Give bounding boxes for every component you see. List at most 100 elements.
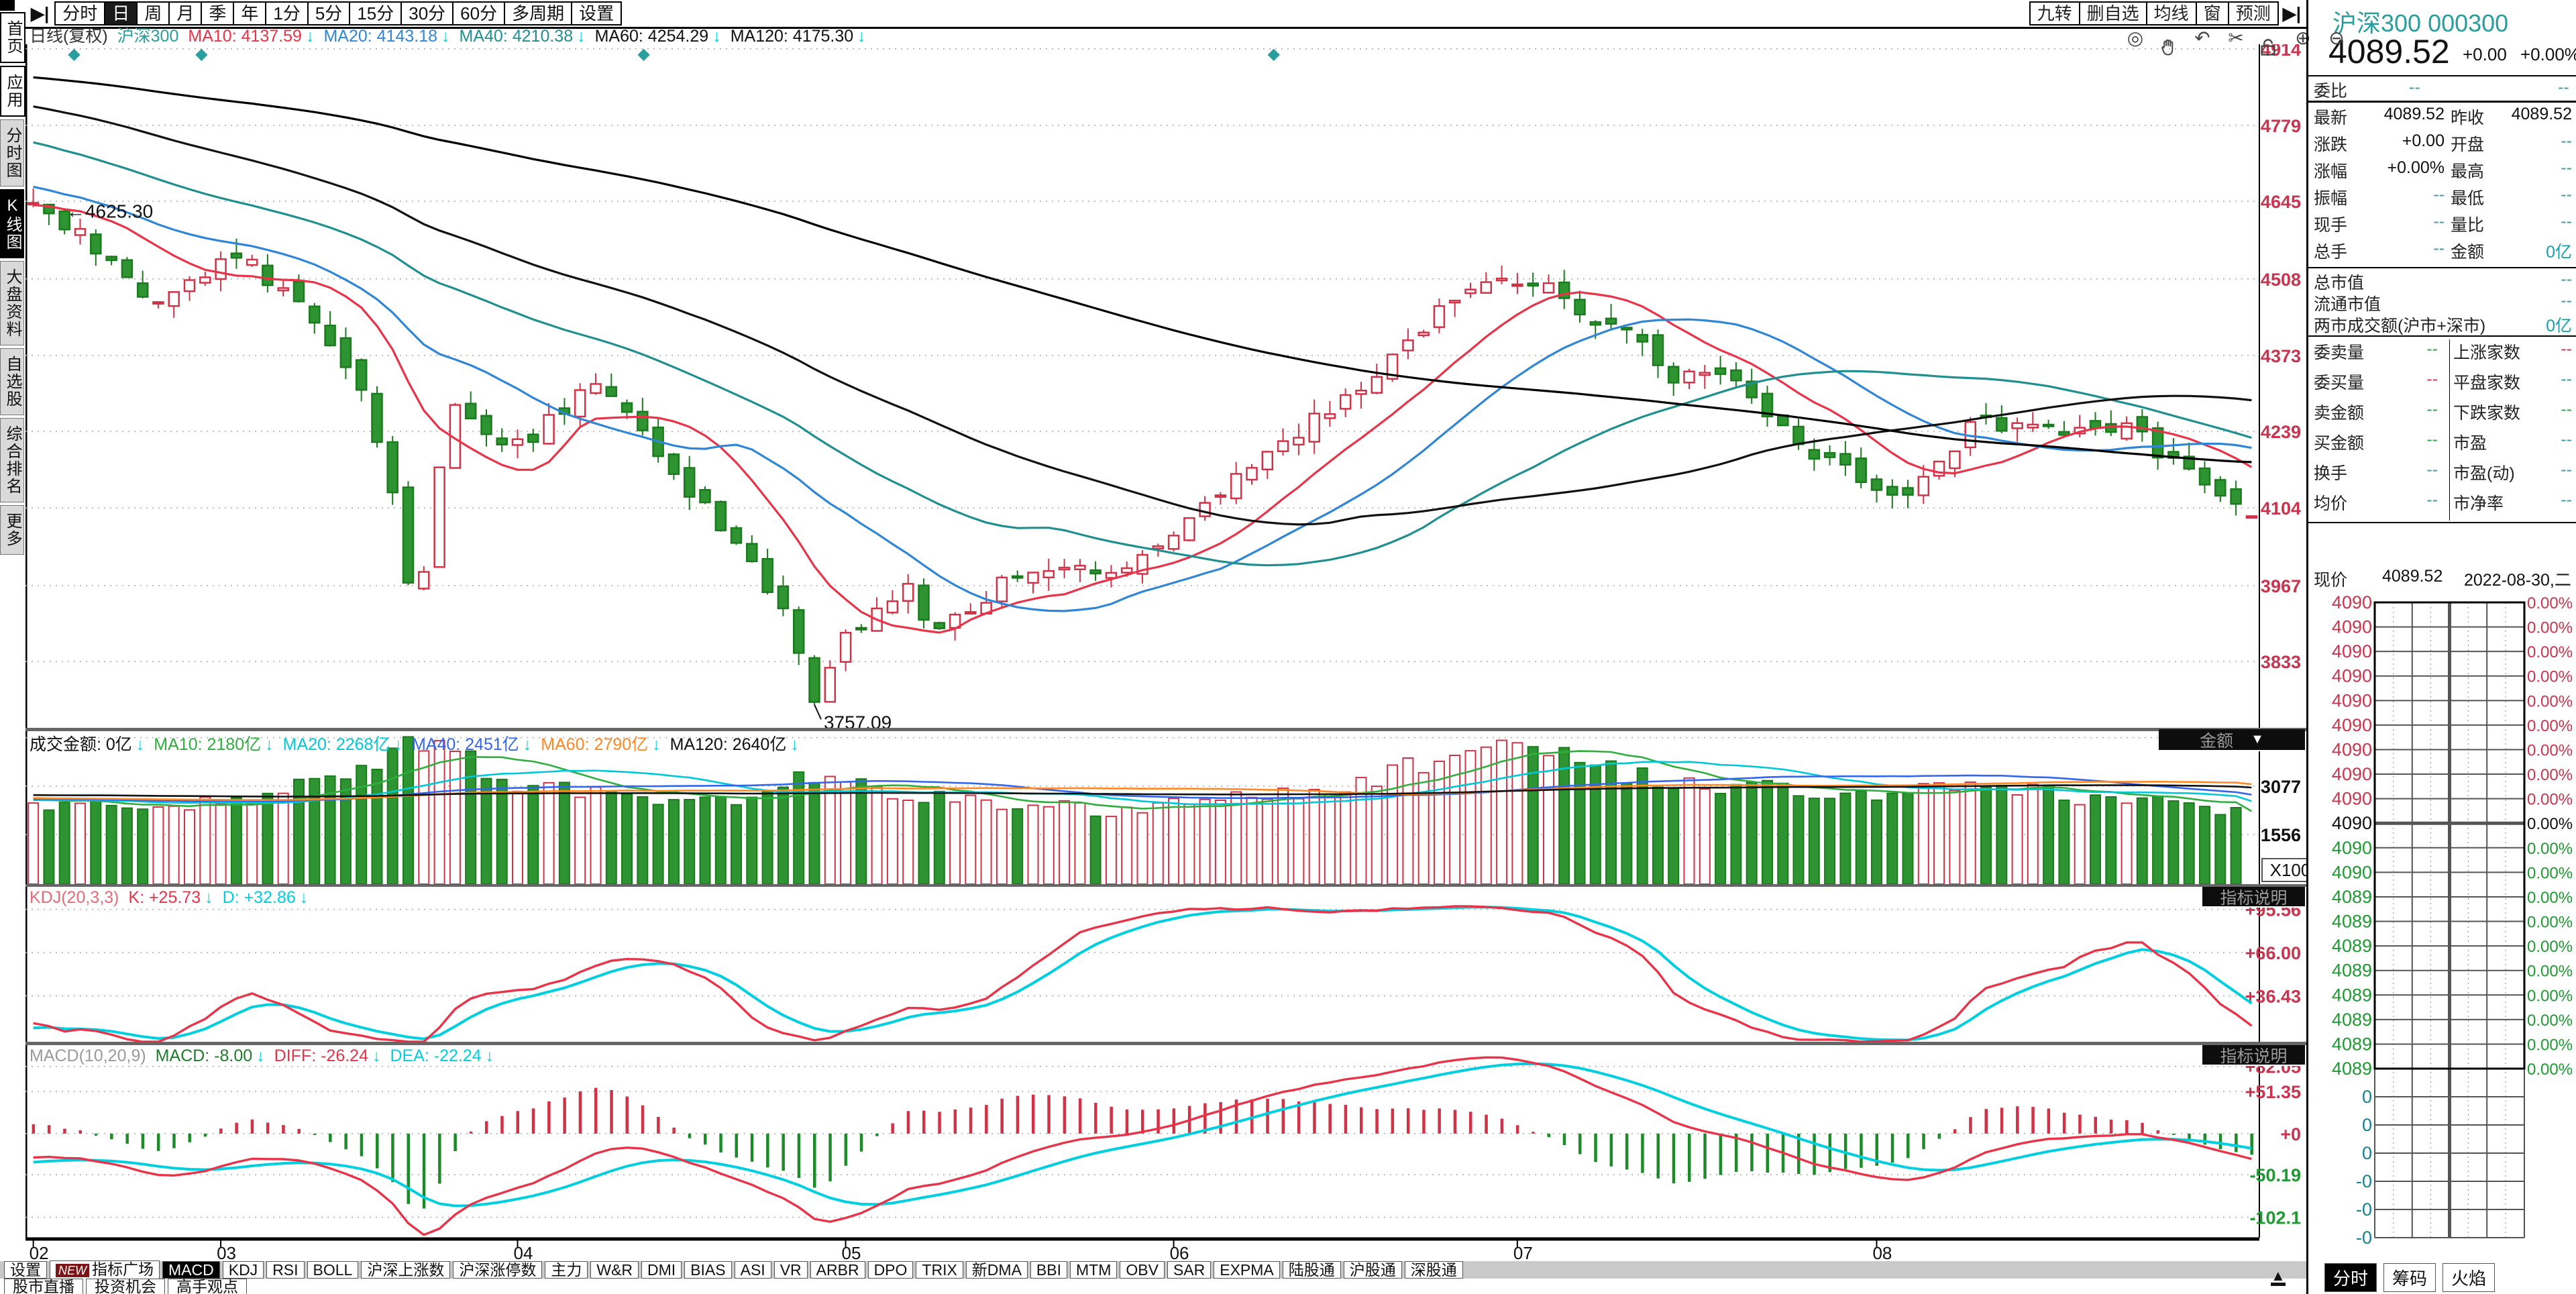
indicator-tab-RSI[interactable]: RSI — [266, 1261, 305, 1279]
collapse-right-icon[interactable]: ▶| — [2282, 3, 2301, 23]
indicator-tab-沪股通[interactable]: 沪股通 — [1343, 1261, 1402, 1279]
indicator-tab-SAR[interactable]: SAR — [1167, 1261, 1212, 1279]
board-value-left: -- — [2426, 370, 2438, 388]
macd-diff: DIFF: -26.24 — [274, 1046, 368, 1065]
svg-text:3077: 3077 — [2261, 777, 2301, 797]
period-tab-月[interactable]: 月 — [168, 1, 203, 25]
toolbar-button-九转[interactable]: 九转 — [2029, 1, 2080, 25]
svg-text:4090: 4090 — [2332, 838, 2372, 858]
scissors-icon[interactable]: ✂ — [2228, 28, 2244, 48]
indicator-tab-TRIX[interactable]: TRIX — [916, 1261, 963, 1279]
period-tab-设置[interactable]: 设置 — [571, 1, 623, 25]
indicator-tab-BOLL[interactable]: BOLL — [307, 1261, 359, 1279]
scroll-top-icon[interactable]: ▲ — [2271, 1269, 2286, 1286]
eye-icon[interactable]: ◎ — [2127, 28, 2144, 48]
kdj-indicator-help-button[interactable]: 指标说明 — [2202, 887, 2305, 908]
indicator-tab-新DMA[interactable]: 新DMA — [965, 1261, 1028, 1279]
svg-text:4090: 4090 — [2332, 739, 2372, 759]
board-value-right: -- — [2561, 400, 2572, 419]
zoom-in-icon[interactable]: ⊕ — [2295, 28, 2311, 48]
indicator-tab-KDJ[interactable]: KDJ — [222, 1261, 264, 1279]
indicator-tab-指标广场[interactable]: NEW 指标广场 — [50, 1260, 160, 1279]
svg-text:4089: 4089 — [2332, 887, 2372, 907]
info-tab-投资机会[interactable]: 投资机会 — [86, 1278, 165, 1294]
period-tab-季[interactable]: 季 — [201, 1, 235, 25]
svg-text:0.00%: 0.00% — [2527, 1061, 2573, 1079]
macd-param-label: MACD(10,20,9) — [30, 1046, 146, 1065]
sidebar-item-大盘资料[interactable]: 大盘资料 — [0, 261, 24, 345]
mini-minute-chart[interactable]: 4090 0.00% 4090 0.00% 4090 0.00% 4090 0.00% 4090… — [2308, 596, 2576, 1256]
period-tab-周[interactable]: 周 — [136, 1, 170, 25]
pane-separator[interactable] — [25, 884, 2306, 887]
toolbar-button-均线[interactable]: 均线 — [2145, 1, 2197, 25]
quote-tab-分时[interactable]: 分时 — [2324, 1263, 2377, 1292]
info-tab-股市直播[interactable]: 股市直播 — [4, 1278, 83, 1294]
collapse-left-icon[interactable]: ▶| — [31, 3, 50, 23]
indicator-tab-MACD[interactable]: MACD — [162, 1261, 220, 1279]
sidebar-item-分时图[interactable]: 分时图 — [0, 119, 24, 186]
sidebar-item-综合排名[interactable]: 综合排名 — [0, 418, 24, 502]
svg-text:+0: +0 — [2280, 1124, 2301, 1144]
indicator-tab-W&R[interactable]: W&R — [590, 1261, 639, 1279]
indicator-tab-DMI[interactable]: DMI — [641, 1261, 682, 1279]
toolbar-button-窗[interactable]: 窗 — [2195, 1, 2229, 25]
pane-separator[interactable] — [25, 1042, 2306, 1045]
indicator-tab-深股通[interactable]: 深股通 — [1404, 1261, 1463, 1279]
volume-pane[interactable]: 459830771556X100 — [25, 731, 2306, 884]
sidebar-item-首页[interactable]: 首页 — [0, 12, 25, 63]
vol-ma1: MA20: 2268亿 — [282, 735, 390, 754]
pane-separator[interactable] — [25, 728, 2306, 731]
period-tab-15分[interactable]: 15分 — [349, 1, 402, 25]
indicator-tab-BIAS[interactable]: BIAS — [684, 1261, 732, 1279]
indicator-tab-EXPMA[interactable]: EXPMA — [1214, 1261, 1280, 1279]
quote-tab-火焰[interactable]: 火焰 — [2443, 1263, 2496, 1292]
sidebar-item-自选股[interactable]: 自选股 — [0, 348, 24, 415]
macd-dea-trend-icon: ↓ — [485, 1046, 494, 1065]
toolbar-button-预测[interactable]: 预测 — [2227, 1, 2279, 25]
sidebar-item-更多[interactable]: 更多 — [0, 505, 24, 555]
current-date: 2022-08-30,二 — [2464, 571, 2571, 590]
sidebar-item-K线图[interactable]: K线图 — [0, 189, 24, 258]
period-tab-60分[interactable]: 60分 — [452, 1, 506, 25]
macd-pane[interactable]: +82.05+51.35+0-50.19-102.102 03 04 05 06 07 08 — [25, 1045, 2306, 1260]
period-tab-5分[interactable]: 5分 — [307, 1, 351, 25]
sidebar-item-应用[interactable]: 应用 — [0, 66, 25, 117]
period-tab-30分[interactable]: 30分 — [400, 1, 454, 25]
svg-text:+36.43: +36.43 — [2245, 987, 2301, 1007]
cap-label: 两市成交额(沪市+深市) — [2314, 317, 2486, 335]
svg-text:←4625.30: ←4625.30 — [66, 201, 153, 222]
current-price-label: 现价 — [2314, 571, 2348, 590]
main-kline-chart[interactable]: 4914 4779 4645 4508 4373 4239 4104 3967 3833 ←462… — [25, 44, 2306, 728]
period-tab-1分[interactable]: 1分 — [265, 1, 309, 25]
stat-value-right: -- — [2561, 131, 2572, 150]
svg-text:X100: X100 — [2270, 860, 2306, 880]
zoom-out-icon[interactable]: ⊖ — [2328, 28, 2345, 48]
indicator-tab-ASI[interactable]: ASI — [734, 1261, 771, 1279]
board-value-right: -- — [2561, 490, 2572, 509]
indicator-tab-沪深涨停数[interactable]: 沪深涨停数 — [453, 1261, 543, 1279]
period-tab-多周期[interactable]: 多周期 — [504, 1, 573, 25]
macd-indicator-help-button[interactable]: 指标说明 — [2202, 1045, 2305, 1066]
indicator-tab-OBV[interactable]: OBV — [1120, 1261, 1165, 1279]
board-label-right: 市净率 — [2453, 494, 2504, 513]
volume-type-dropdown[interactable]: 金额 ▼ — [2159, 729, 2305, 751]
period-tab-年[interactable]: 年 — [233, 1, 267, 25]
indicator-tab-设置[interactable]: 设置 — [4, 1261, 47, 1279]
period-tab-日[interactable]: 日 — [104, 1, 138, 25]
indicator-tab-ARBR[interactable]: ARBR — [810, 1261, 865, 1279]
toolbar-button-删自选[interactable]: 删自选 — [2078, 1, 2147, 25]
indicator-tab-BBI[interactable]: BBI — [1030, 1261, 1067, 1279]
quote-tab-筹码[interactable]: 筹码 — [2383, 1263, 2436, 1292]
indicator-tab-MTM[interactable]: MTM — [1070, 1261, 1118, 1279]
indicator-tab-主力[interactable]: 主力 — [545, 1261, 588, 1279]
stat-label-right: 开盘 — [2451, 136, 2485, 154]
kdj-pane[interactable]: +95.56+66.00+36.43 — [25, 887, 2306, 1042]
indicator-tab-DPO[interactable]: DPO — [867, 1261, 914, 1279]
undo-icon[interactable]: ↶ — [2194, 28, 2210, 48]
kdj-param-label: KDJ(20,3,3) — [30, 888, 119, 907]
period-tab-分时[interactable]: 分时 — [54, 1, 106, 25]
indicator-tab-陆股通[interactable]: 陆股通 — [1282, 1261, 1341, 1279]
indicator-tab-沪深上涨数[interactable]: 沪深上涨数 — [361, 1261, 451, 1279]
info-tab-高手观点[interactable]: 高手观点 — [168, 1278, 247, 1294]
indicator-tab-VR[interactable]: VR — [773, 1261, 808, 1279]
